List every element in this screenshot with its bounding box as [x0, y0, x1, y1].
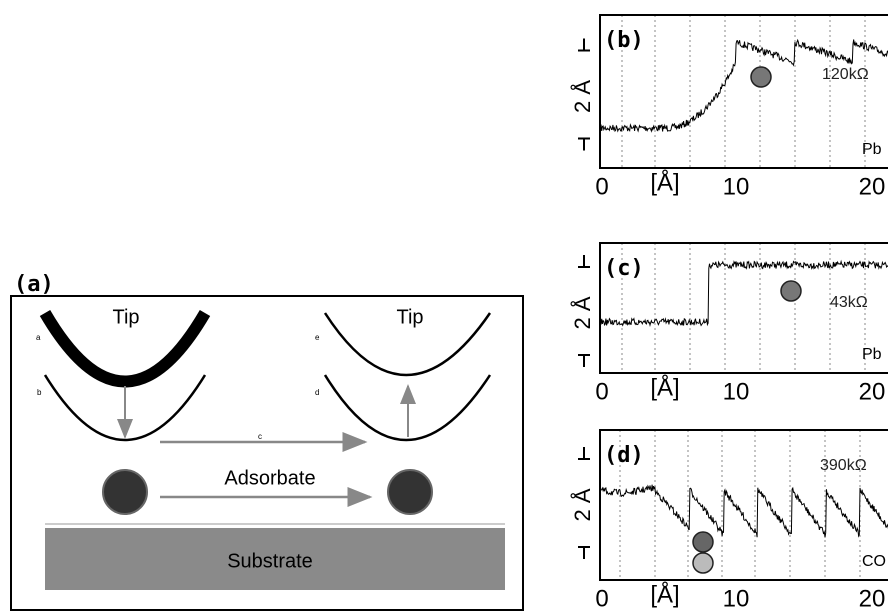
x-tick-label: 0 — [595, 585, 608, 612]
panel-frame — [599, 14, 888, 169]
adsorbate-label: Adsorbate — [224, 467, 315, 489]
x-tick-label: 10 — [723, 378, 750, 405]
y-scale-label: 2 Å — [570, 296, 595, 329]
material-label: Pb — [862, 346, 882, 363]
panel-label: (a) — [14, 272, 54, 297]
x-tick-label: 20 — [859, 585, 886, 612]
resistance-label: 390kΩ — [820, 457, 867, 474]
panel-frame — [599, 429, 888, 581]
trace — [600, 38, 888, 133]
curve-label: d — [315, 388, 319, 397]
panel-label: (d) — [604, 443, 644, 468]
tip-curve — [323, 374, 492, 442]
x-tick-label: 0 — [595, 173, 608, 200]
panel-label: (c) — [604, 256, 644, 281]
x-tick-label: 20 — [859, 378, 886, 405]
tip-curve — [43, 374, 207, 442]
material-label: CO — [862, 553, 886, 570]
tip-curve — [39, 309, 211, 388]
x-unit-label: [Å] — [650, 580, 679, 608]
adsorbate-marker — [780, 280, 802, 302]
curve-label: b — [37, 388, 42, 397]
resistance-label: 43kΩ — [830, 294, 868, 311]
x-tick-label: 10 — [723, 585, 750, 612]
y-scale-label: 2 Å — [570, 80, 595, 113]
adsorbate — [387, 469, 433, 515]
substrate-label: Substrate — [227, 550, 313, 572]
resistance-label: 120kΩ — [822, 66, 869, 83]
tip-label: Tip — [112, 306, 139, 328]
trace — [600, 484, 888, 538]
adsorbate-marker — [750, 66, 772, 88]
adsorbate — [102, 469, 148, 515]
adsorbate-marker — [692, 552, 714, 574]
trace — [600, 259, 888, 328]
curve-label: a — [36, 333, 41, 342]
material-label: Pb — [862, 141, 882, 158]
substrate — [45, 528, 505, 590]
panel-frame — [599, 242, 888, 374]
adsorbate-marker — [692, 531, 714, 553]
panel-label: (b) — [604, 28, 644, 53]
curve-label: c — [258, 432, 262, 441]
x-tick-label: 20 — [859, 173, 886, 200]
x-unit-label: [Å] — [650, 168, 679, 196]
x-unit-label: [Å] — [650, 373, 679, 401]
y-scale-label: 2 Å — [570, 488, 595, 521]
curve-label: e — [315, 333, 320, 342]
x-tick-label: 10 — [723, 173, 750, 200]
x-tick-label: 0 — [595, 378, 608, 405]
tip-label: Tip — [396, 306, 423, 328]
tip-curve — [323, 312, 492, 377]
